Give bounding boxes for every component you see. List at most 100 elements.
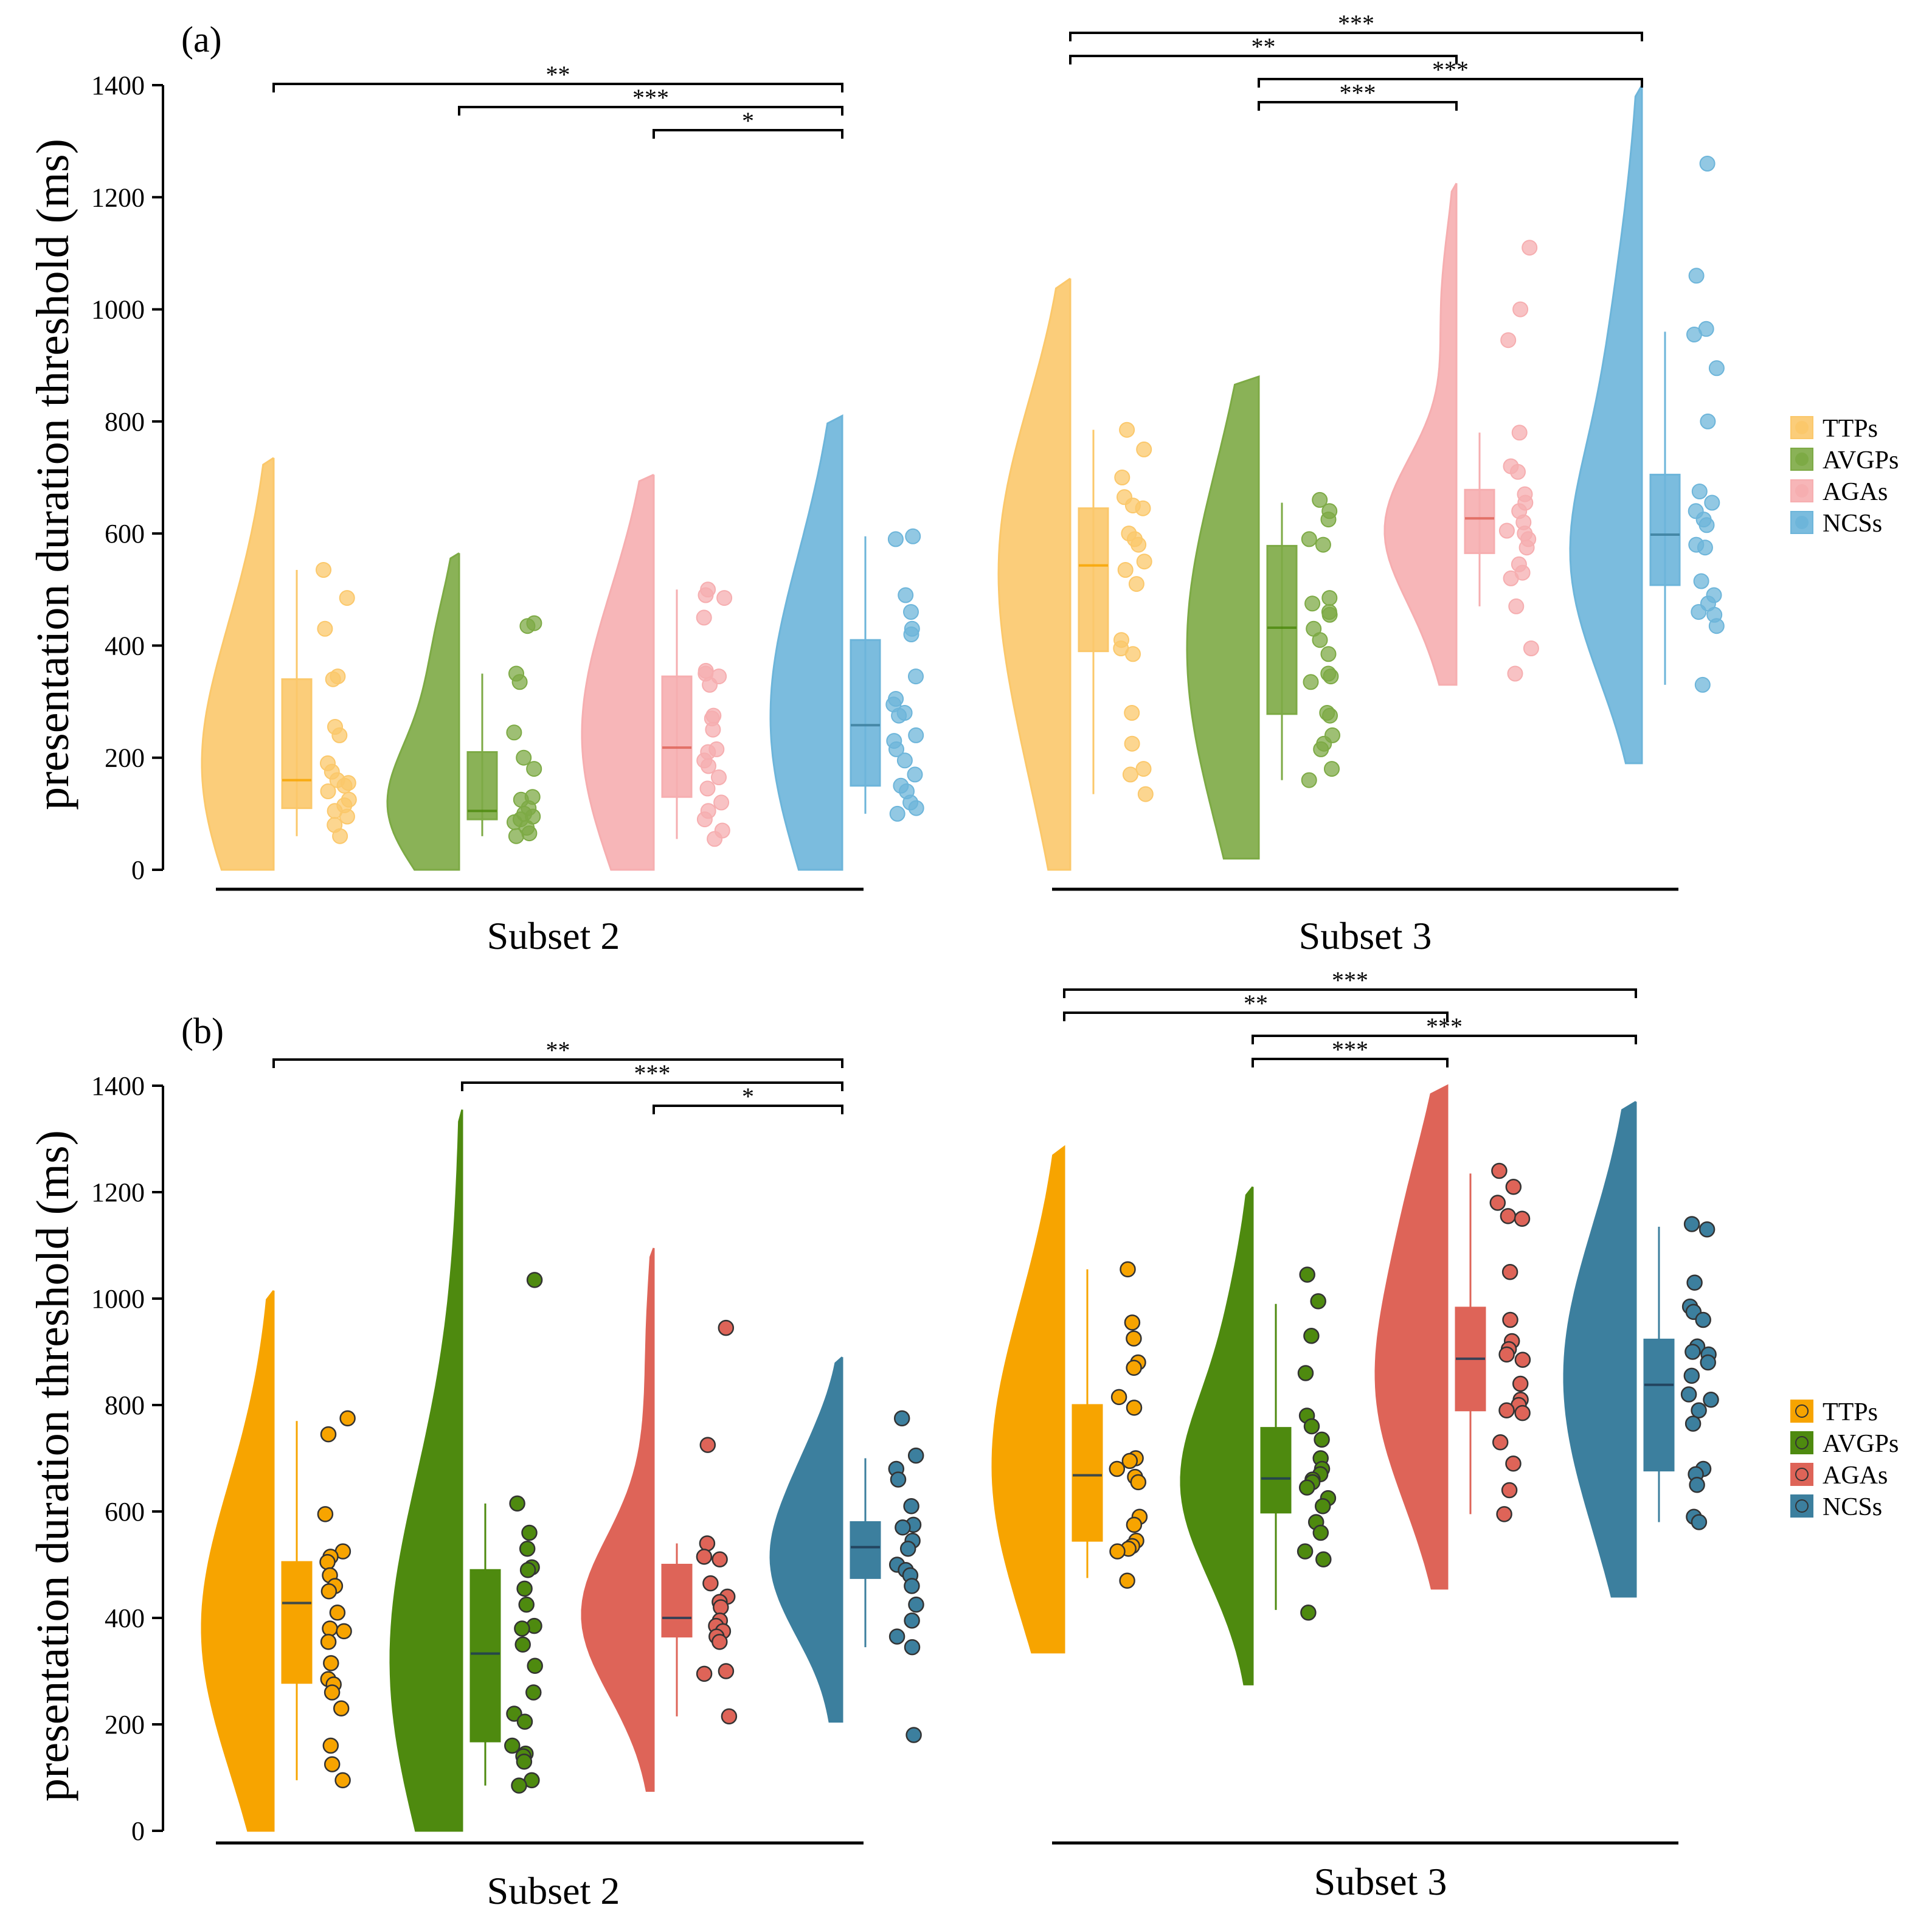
density-AGAs bbox=[581, 474, 655, 871]
point-TTPs bbox=[320, 1583, 338, 1600]
point-AVGPs bbox=[1297, 1365, 1314, 1381]
point-AVGPs bbox=[1313, 741, 1329, 757]
density-TTPs bbox=[201, 1289, 275, 1832]
box-AVGPs bbox=[466, 751, 498, 821]
significance-label: * bbox=[742, 1083, 754, 1110]
point-NCSs bbox=[899, 1541, 916, 1557]
point-NCSs bbox=[907, 1447, 924, 1464]
box-AGAs bbox=[661, 1564, 693, 1638]
point-AVGPs bbox=[1299, 1266, 1315, 1283]
point-AVGPs bbox=[516, 1580, 533, 1597]
point-TTPs bbox=[322, 1737, 339, 1754]
point-NCSs bbox=[1689, 1477, 1705, 1493]
y-axis-label-a: presentation duration threshold (ms) bbox=[27, 139, 78, 810]
point-AVGPs bbox=[1310, 1293, 1326, 1310]
point-AGAs bbox=[1514, 1352, 1531, 1368]
point-AGAs bbox=[696, 811, 713, 828]
point-NCSs bbox=[908, 727, 924, 743]
point-TTPs bbox=[1124, 1314, 1141, 1331]
box-TTPs bbox=[1072, 1404, 1103, 1542]
density-AVGPs bbox=[1180, 1186, 1254, 1685]
y-tick-label: 1200 bbox=[91, 182, 145, 212]
box-AGAs bbox=[1464, 488, 1495, 554]
legend-swatch-AGAs bbox=[1790, 1463, 1813, 1486]
point-TTPs bbox=[1109, 1543, 1126, 1560]
significance-bracket bbox=[1252, 1035, 1637, 1044]
point-NCSs bbox=[904, 1578, 920, 1594]
point-NCSs bbox=[1700, 413, 1716, 429]
point-AGAs bbox=[696, 1549, 713, 1565]
point-TTPs bbox=[316, 562, 331, 578]
box-TTPs bbox=[281, 678, 313, 810]
density-AGAs bbox=[1383, 182, 1458, 686]
point-NCSs bbox=[908, 668, 924, 685]
point-AGAs bbox=[713, 1599, 729, 1615]
point-TTPs bbox=[1124, 705, 1140, 721]
box-AVGPs bbox=[1266, 544, 1298, 715]
point-NCSs bbox=[1688, 268, 1705, 284]
significance-bracket bbox=[1258, 78, 1643, 88]
density-NCSs bbox=[1563, 1101, 1637, 1598]
point-NCSs bbox=[905, 1727, 922, 1743]
point-AVGPs bbox=[1303, 1328, 1320, 1344]
point-TTPs bbox=[1126, 1516, 1143, 1533]
point-TTPs bbox=[320, 783, 336, 799]
point-AVGPs bbox=[521, 825, 538, 842]
point-AVGPs bbox=[511, 674, 528, 690]
point-AGAs bbox=[1501, 1482, 1518, 1499]
significance-bracket bbox=[461, 1081, 843, 1091]
panel-(b): 0200400600800100012001400***************… bbox=[91, 966, 1719, 1846]
point-AVGPs bbox=[525, 1684, 542, 1701]
legend-marker-AGAs bbox=[1795, 484, 1809, 498]
significance-bracket bbox=[653, 129, 843, 139]
point-AGAs bbox=[707, 831, 723, 847]
point-AGAs bbox=[696, 1665, 713, 1682]
point-TTPs bbox=[324, 1756, 341, 1772]
significance-label: *** bbox=[634, 1060, 671, 1087]
point-AGAs bbox=[711, 769, 727, 785]
point-NCSs bbox=[1693, 573, 1709, 589]
legend-label-TTPs: TTPs bbox=[1823, 1398, 1878, 1426]
y-tick-label: 800 bbox=[105, 1390, 145, 1420]
point-AVGPs bbox=[1314, 1431, 1330, 1448]
point-AVGPs bbox=[521, 1524, 538, 1541]
point-TTPs bbox=[1114, 470, 1130, 485]
point-AVGPs bbox=[1312, 491, 1328, 508]
box-AGAs bbox=[661, 675, 693, 798]
point-AGAs bbox=[713, 794, 730, 811]
point-AGAs bbox=[1508, 598, 1525, 614]
point-NCSs bbox=[887, 531, 904, 547]
point-NCSs bbox=[908, 1596, 924, 1613]
point-TTPs bbox=[317, 620, 333, 637]
density-AVGPs bbox=[389, 1109, 463, 1832]
point-TTPs bbox=[1110, 1389, 1127, 1406]
point-NCSs bbox=[893, 1410, 910, 1427]
point-AVGPs bbox=[519, 618, 536, 634]
point-TTPs bbox=[317, 1506, 334, 1522]
box-NCSs bbox=[850, 639, 881, 787]
point-AGAs bbox=[721, 1708, 738, 1725]
y-tick-label: 1000 bbox=[91, 295, 145, 325]
point-AVGPs bbox=[1297, 1543, 1314, 1560]
significance-label: ** bbox=[546, 61, 570, 88]
point-AGAs bbox=[1502, 1311, 1518, 1328]
significance-label: *** bbox=[1340, 79, 1376, 106]
panel-label-b: (b) bbox=[181, 1011, 224, 1051]
point-AVGPs bbox=[527, 1657, 543, 1674]
point-AGAs bbox=[718, 1663, 735, 1679]
point-AGAs bbox=[1500, 1208, 1517, 1224]
y-tick-label: 200 bbox=[105, 743, 145, 773]
point-NCSs bbox=[890, 1471, 907, 1488]
significance-label: *** bbox=[1432, 56, 1469, 83]
point-NCSs bbox=[1683, 1216, 1700, 1232]
subset-label-b-2: Subset 2 bbox=[487, 1869, 620, 1912]
point-AVGPs bbox=[506, 724, 522, 741]
point-AGAs bbox=[1505, 1179, 1522, 1195]
point-AVGPs bbox=[1298, 1479, 1315, 1496]
point-TTPs bbox=[1130, 536, 1147, 553]
significance-label: *** bbox=[632, 84, 669, 111]
legend-label-NCSs: NCSs bbox=[1823, 1493, 1882, 1521]
point-TTPs bbox=[1130, 1474, 1147, 1491]
